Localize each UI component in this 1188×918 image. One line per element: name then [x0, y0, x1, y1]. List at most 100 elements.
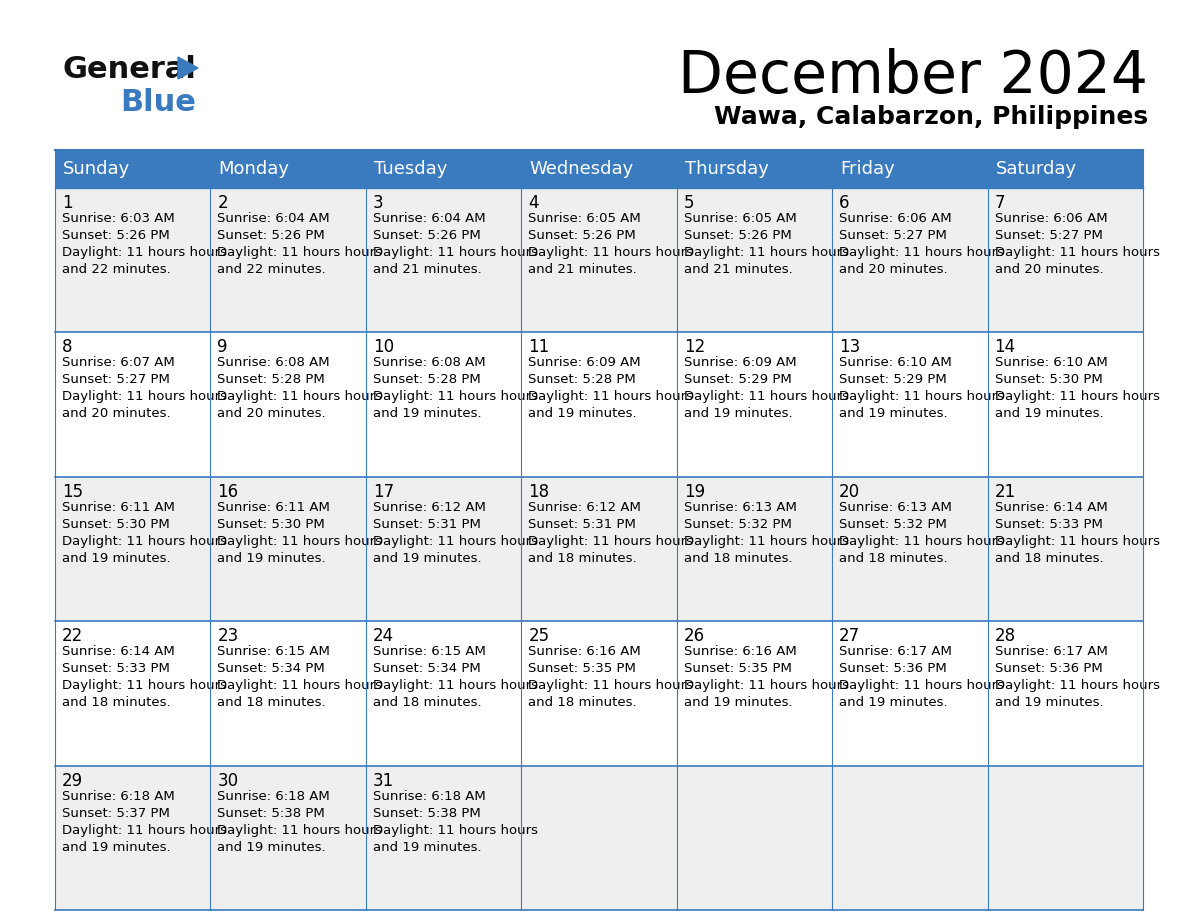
Bar [832, 188, 987, 332]
Text: 10: 10 [373, 339, 394, 356]
Text: Sunset: 5:27 PM: Sunset: 5:27 PM [839, 229, 947, 242]
Text: Sunset: 5:31 PM: Sunset: 5:31 PM [529, 518, 636, 531]
Text: 1: 1 [62, 194, 72, 212]
Text: 18: 18 [529, 483, 549, 501]
Text: Sunset: 5:36 PM: Sunset: 5:36 PM [839, 662, 947, 676]
Text: Daylight: 11 hours hours: Daylight: 11 hours hours [684, 535, 848, 548]
Text: Sunrise: 6:15 AM: Sunrise: 6:15 AM [217, 645, 330, 658]
Text: Sunset: 5:27 PM: Sunset: 5:27 PM [62, 374, 170, 386]
Bar [55, 766, 210, 910]
Text: General: General [62, 55, 196, 84]
Text: Friday: Friday [840, 160, 895, 178]
Text: and 19 minutes.: and 19 minutes. [373, 408, 481, 420]
Text: Sunset: 5:34 PM: Sunset: 5:34 PM [217, 662, 326, 676]
Text: 21: 21 [994, 483, 1016, 501]
Text: Sunrise: 6:16 AM: Sunrise: 6:16 AM [684, 645, 796, 658]
Text: Sunrise: 6:09 AM: Sunrise: 6:09 AM [529, 356, 640, 369]
Text: 27: 27 [839, 627, 860, 645]
Polygon shape [178, 57, 198, 79]
Text: Sunset: 5:26 PM: Sunset: 5:26 PM [217, 229, 326, 242]
Text: Wednesday: Wednesday [530, 160, 633, 178]
Text: Saturday: Saturday [996, 160, 1076, 178]
Text: Daylight: 11 hours hours: Daylight: 11 hours hours [529, 679, 694, 692]
Bar [210, 150, 366, 188]
Text: Sunset: 5:33 PM: Sunset: 5:33 PM [62, 662, 170, 676]
Text: and 21 minutes.: and 21 minutes. [373, 263, 481, 276]
Text: and 22 minutes.: and 22 minutes. [62, 263, 171, 276]
Bar [677, 476, 832, 621]
Text: and 19 minutes.: and 19 minutes. [217, 841, 326, 854]
Text: 2: 2 [217, 194, 228, 212]
Bar [522, 476, 677, 621]
Text: and 19 minutes.: and 19 minutes. [994, 408, 1104, 420]
Text: and 19 minutes.: and 19 minutes. [839, 408, 948, 420]
Text: Sunrise: 6:10 AM: Sunrise: 6:10 AM [839, 356, 952, 369]
Text: Daylight: 11 hours hours: Daylight: 11 hours hours [684, 390, 848, 403]
Text: Sunset: 5:30 PM: Sunset: 5:30 PM [62, 518, 170, 531]
Text: and 18 minutes.: and 18 minutes. [684, 552, 792, 565]
Text: and 19 minutes.: and 19 minutes. [684, 408, 792, 420]
Bar [987, 150, 1143, 188]
Text: Sunset: 5:33 PM: Sunset: 5:33 PM [994, 518, 1102, 531]
Text: Daylight: 11 hours hours: Daylight: 11 hours hours [994, 535, 1159, 548]
Bar [210, 766, 366, 910]
Text: and 18 minutes.: and 18 minutes. [839, 552, 948, 565]
Text: Sunset: 5:27 PM: Sunset: 5:27 PM [994, 229, 1102, 242]
Text: 29: 29 [62, 772, 83, 789]
Text: Sunrise: 6:14 AM: Sunrise: 6:14 AM [62, 645, 175, 658]
Text: Daylight: 11 hours hours: Daylight: 11 hours hours [373, 823, 538, 836]
Text: Sunday: Sunday [63, 160, 131, 178]
Text: Sunrise: 6:03 AM: Sunrise: 6:03 AM [62, 212, 175, 225]
Text: Sunrise: 6:13 AM: Sunrise: 6:13 AM [839, 501, 952, 514]
Text: Daylight: 11 hours hours: Daylight: 11 hours hours [373, 246, 538, 259]
Text: Daylight: 11 hours hours: Daylight: 11 hours hours [373, 535, 538, 548]
Text: and 18 minutes.: and 18 minutes. [217, 696, 326, 710]
Bar [366, 150, 522, 188]
Text: Daylight: 11 hours hours: Daylight: 11 hours hours [684, 246, 848, 259]
Bar [55, 476, 210, 621]
Text: and 19 minutes.: and 19 minutes. [684, 696, 792, 710]
Text: Sunset: 5:37 PM: Sunset: 5:37 PM [62, 807, 170, 820]
Text: and 20 minutes.: and 20 minutes. [839, 263, 948, 276]
Text: Sunrise: 6:08 AM: Sunrise: 6:08 AM [373, 356, 486, 369]
Bar [987, 621, 1143, 766]
Bar [987, 766, 1143, 910]
Text: Sunrise: 6:12 AM: Sunrise: 6:12 AM [529, 501, 642, 514]
Text: Sunrise: 6:04 AM: Sunrise: 6:04 AM [373, 212, 486, 225]
Bar [987, 332, 1143, 476]
Text: Daylight: 11 hours hours: Daylight: 11 hours hours [994, 679, 1159, 692]
Text: Sunset: 5:26 PM: Sunset: 5:26 PM [373, 229, 481, 242]
Text: 31: 31 [373, 772, 394, 789]
Text: Sunset: 5:26 PM: Sunset: 5:26 PM [684, 229, 791, 242]
Text: and 21 minutes.: and 21 minutes. [529, 263, 637, 276]
Text: Sunset: 5:29 PM: Sunset: 5:29 PM [684, 374, 791, 386]
Text: and 19 minutes.: and 19 minutes. [529, 408, 637, 420]
Text: 7: 7 [994, 194, 1005, 212]
Bar [366, 621, 522, 766]
Text: and 21 minutes.: and 21 minutes. [684, 263, 792, 276]
Text: and 20 minutes.: and 20 minutes. [994, 263, 1104, 276]
Text: 5: 5 [684, 194, 694, 212]
Text: Monday: Monday [219, 160, 290, 178]
Text: Thursday: Thursday [684, 160, 769, 178]
Text: Daylight: 11 hours hours: Daylight: 11 hours hours [217, 390, 383, 403]
Bar [522, 766, 677, 910]
Text: Sunrise: 6:13 AM: Sunrise: 6:13 AM [684, 501, 797, 514]
Text: and 19 minutes.: and 19 minutes. [62, 841, 171, 854]
Bar [832, 621, 987, 766]
Text: Sunrise: 6:14 AM: Sunrise: 6:14 AM [994, 501, 1107, 514]
Text: Sunrise: 6:12 AM: Sunrise: 6:12 AM [373, 501, 486, 514]
Text: 4: 4 [529, 194, 539, 212]
Text: Tuesday: Tuesday [374, 160, 447, 178]
Text: and 19 minutes.: and 19 minutes. [217, 552, 326, 565]
Text: Sunrise: 6:11 AM: Sunrise: 6:11 AM [217, 501, 330, 514]
Bar [832, 150, 987, 188]
Text: 13: 13 [839, 339, 860, 356]
Text: Sunrise: 6:04 AM: Sunrise: 6:04 AM [217, 212, 330, 225]
Text: 22: 22 [62, 627, 83, 645]
Text: Daylight: 11 hours hours: Daylight: 11 hours hours [839, 390, 1004, 403]
Text: 12: 12 [684, 339, 704, 356]
Text: Sunset: 5:32 PM: Sunset: 5:32 PM [684, 518, 791, 531]
Text: Sunset: 5:30 PM: Sunset: 5:30 PM [217, 518, 326, 531]
Text: Daylight: 11 hours hours: Daylight: 11 hours hours [529, 535, 694, 548]
